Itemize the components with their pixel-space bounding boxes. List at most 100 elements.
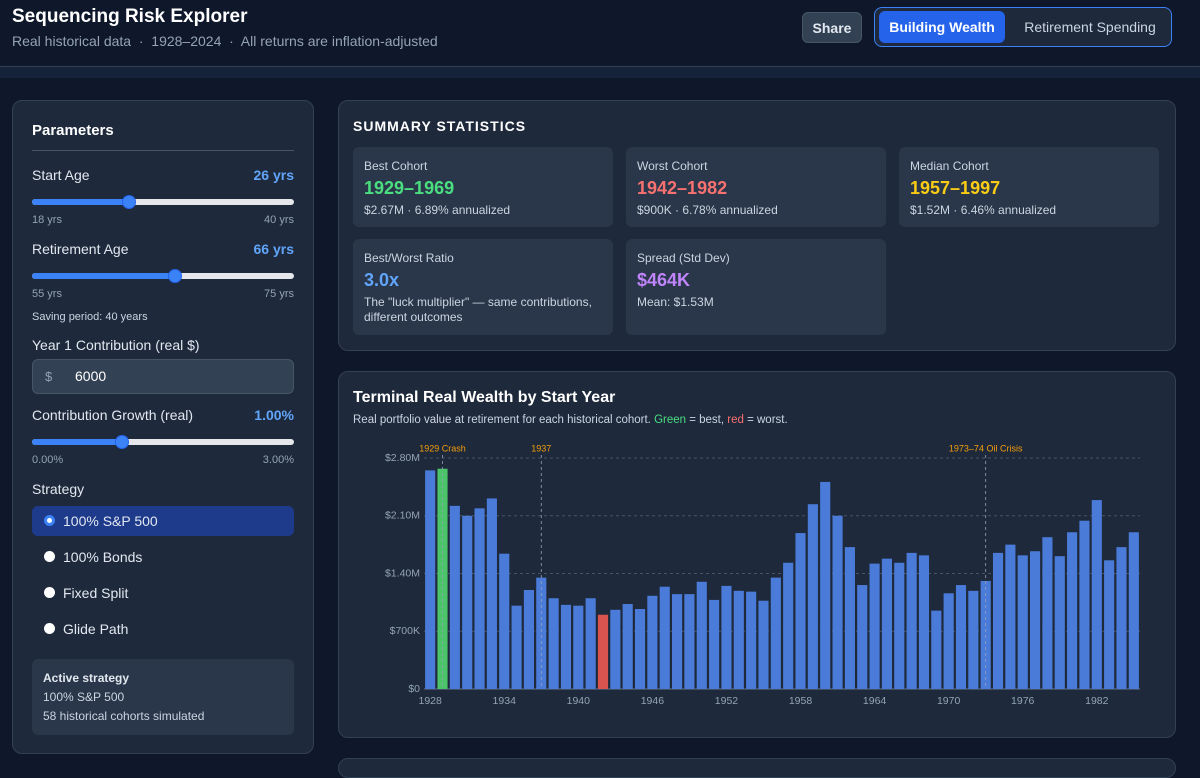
stat-detail: $1.52M · 6.46% annualized [910, 203, 1057, 217]
strategy-option-selected[interactable]: 100% S&P 500 [32, 506, 294, 536]
label: Start Age [32, 167, 90, 183]
bar [918, 555, 930, 689]
parameters-panel [12, 100, 314, 754]
min: 18 yrs [32, 214, 62, 226]
bar [931, 610, 942, 689]
bar [783, 562, 794, 689]
stat-detail: The "luck multiplier" — same contributio… [364, 295, 592, 324]
stat-card: Best/Worst Ratio 3.0x The "luck multipli… [353, 239, 613, 335]
summary-title: SUMMARY STATISTICS [353, 118, 527, 134]
stat-value: 3.0x [364, 270, 400, 290]
chart-title: Terminal Real Wealth by Start Year [353, 389, 615, 406]
bar [536, 577, 547, 689]
y-tick-label: $2.10M [385, 510, 420, 522]
bar [733, 590, 744, 689]
header-divider [0, 66, 1200, 78]
slider[interactable] [32, 195, 294, 209]
bar [894, 562, 905, 689]
x-tick-label: 1964 [863, 695, 887, 707]
stat-label: Worst Cohort [637, 159, 708, 173]
tab-active[interactable]: Building Wealth [879, 11, 1005, 43]
x-tick-label: 1982 [1085, 695, 1109, 707]
note: Saving period: 40 years [32, 311, 148, 323]
stat-value: 1929–1969 [364, 178, 455, 198]
bar [1116, 547, 1127, 689]
bar [585, 598, 596, 689]
strategy-option[interactable]: 100% Bonds [32, 542, 294, 572]
stat-value: 1942–1982 [637, 178, 728, 198]
bar [980, 580, 991, 689]
bar [968, 590, 979, 689]
bar [474, 508, 485, 689]
bar [449, 505, 460, 689]
bar [844, 547, 855, 689]
stat-label: Spread (Std Dev) [637, 251, 730, 265]
bar [672, 594, 683, 689]
bar [857, 585, 868, 689]
strategy-option[interactable]: Glide Path [32, 614, 294, 644]
bar [659, 586, 670, 689]
bar [573, 605, 584, 689]
stat-detail: Mean: $1.53M [637, 295, 714, 309]
max: 40 yrs [264, 214, 294, 226]
bar [634, 608, 646, 689]
app-title: Sequencing Risk Explorer [12, 6, 248, 27]
share-button[interactable]: Share [802, 12, 862, 43]
x-tick-label: 1946 [641, 695, 665, 707]
stat-detail: $2.67M · 6.89% annualized [364, 203, 511, 217]
y-tick-label: $0 [408, 683, 420, 695]
bar [523, 590, 534, 689]
bar [696, 581, 707, 689]
y-tick-label: $1.40M [385, 567, 420, 579]
stat-label: Best/Worst Ratio [364, 251, 454, 265]
subtitle-text: = worst. [744, 414, 788, 426]
bar [943, 593, 954, 689]
bar [437, 468, 448, 689]
bar [560, 604, 572, 689]
stat-value: 1957–1997 [910, 178, 1001, 198]
bar [622, 604, 633, 689]
bar [869, 563, 880, 689]
slider[interactable] [32, 435, 294, 449]
stat-label: Median Cohort [910, 159, 989, 173]
panel-title: Parameters [32, 122, 114, 139]
option-label: 100% Bonds [63, 549, 143, 565]
y-tick-label: $700K [390, 625, 420, 637]
slider[interactable] [32, 269, 294, 283]
option-label: 100% S&P 500 [63, 513, 158, 529]
input[interactable] [32, 359, 294, 394]
divider [32, 150, 294, 151]
x-tick-label: 1976 [1011, 695, 1035, 707]
label: Contribution Growth (real) [32, 407, 194, 423]
chart: Terminal Real Wealth by Start Year Real … [353, 389, 1140, 707]
bar [684, 594, 695, 689]
min: 55 yrs [32, 288, 62, 300]
strategy-option[interactable]: Fixed Split [32, 578, 294, 608]
bar [721, 585, 732, 689]
stat-card: Spread (Std Dev) $464K Mean: $1.53M [626, 239, 886, 335]
stat-value: $464K [637, 270, 691, 290]
tab[interactable]: Retirement Spending [1024, 19, 1156, 35]
max: 75 yrs [264, 288, 294, 300]
input-value: 6000 [75, 368, 107, 384]
bar [425, 470, 436, 689]
x-tick-label: 1970 [937, 695, 961, 707]
active-note: 58 historical cohorts simulated [43, 709, 205, 723]
bar [807, 504, 818, 689]
x-tick-label: 1952 [715, 695, 739, 707]
next-panel [338, 758, 1176, 778]
bar [1017, 555, 1028, 689]
bar [647, 595, 658, 689]
annotation-label: 1937 [531, 443, 551, 453]
bar [1005, 544, 1016, 689]
x-tick-label: 1928 [418, 695, 442, 707]
bar [1104, 560, 1115, 689]
annotation-label: 1973–74 Oil Crisis [949, 443, 1023, 453]
bar [709, 599, 720, 689]
x-tick-label: 1958 [789, 695, 813, 707]
subtitle-red: red [727, 414, 744, 426]
bar [770, 577, 781, 689]
bar [1054, 556, 1065, 689]
bar [992, 552, 1004, 689]
bar [955, 585, 967, 689]
